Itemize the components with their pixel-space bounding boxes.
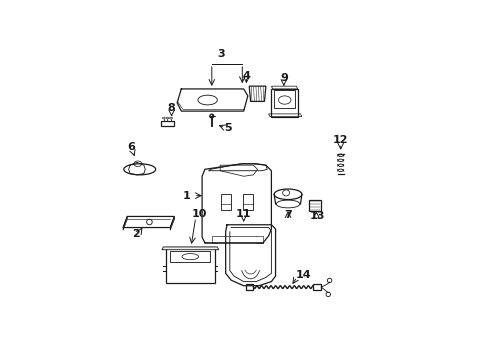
Bar (243, 194, 252, 210)
Text: 6: 6 (127, 142, 135, 152)
Text: 13: 13 (309, 211, 324, 221)
Bar (160, 121, 174, 126)
Bar (308, 200, 321, 211)
Text: 2: 2 (131, 229, 139, 239)
Bar (246, 284, 253, 290)
Bar (170, 251, 210, 262)
Text: 9: 9 (279, 73, 287, 83)
Bar (271, 89, 297, 117)
Text: 14: 14 (295, 270, 310, 280)
Text: 12: 12 (332, 135, 348, 145)
Bar (220, 194, 230, 210)
Text: 5: 5 (224, 123, 232, 133)
Text: 4: 4 (242, 72, 250, 81)
Text: 10: 10 (191, 209, 206, 219)
Text: 3: 3 (217, 49, 225, 59)
Text: 7: 7 (284, 210, 291, 220)
Text: 11: 11 (235, 209, 251, 219)
Polygon shape (162, 247, 218, 250)
Bar (274, 90, 294, 108)
Text: 1: 1 (183, 191, 190, 201)
Text: 8: 8 (167, 103, 175, 113)
Bar (166, 247, 214, 283)
Bar (312, 284, 320, 290)
